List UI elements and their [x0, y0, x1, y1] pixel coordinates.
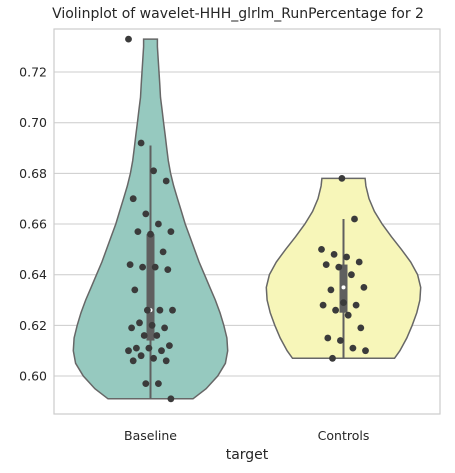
data-point	[153, 332, 161, 339]
data-point	[167, 228, 175, 236]
data-point	[129, 195, 137, 203]
data-point	[136, 319, 143, 327]
data-point	[166, 342, 173, 349]
data-point	[169, 306, 176, 314]
y-tick-label: 0.70	[19, 115, 47, 130]
y-axis-ticks: 0.60 0.62 0.64 0.66 0.68 0.70 0.72	[19, 65, 47, 384]
median-marker-controls	[341, 285, 346, 290]
data-point	[322, 261, 330, 268]
data-point	[139, 263, 147, 271]
data-point	[155, 220, 162, 228]
data-point	[352, 301, 360, 309]
data-point	[355, 258, 363, 266]
data-point	[162, 357, 170, 365]
data-point	[133, 344, 140, 352]
data-point	[158, 347, 165, 355]
x-tick-label: Baseline	[124, 428, 177, 443]
data-point	[343, 253, 350, 261]
data-point	[148, 321, 156, 329]
data-point	[147, 230, 154, 238]
data-point	[362, 347, 369, 355]
data-point	[357, 324, 365, 332]
y-tick-label: 0.64	[19, 267, 47, 282]
data-point	[162, 177, 170, 185]
data-point	[137, 139, 145, 147]
violin-layer	[72, 38, 422, 400]
data-point	[159, 248, 167, 256]
data-point	[351, 215, 358, 223]
y-tick-label: 0.62	[19, 318, 47, 333]
data-point	[151, 263, 159, 271]
data-point	[327, 286, 335, 294]
data-point	[348, 271, 355, 279]
data-point	[145, 344, 153, 352]
data-point	[338, 175, 346, 182]
y-tick-label: 0.60	[19, 369, 47, 384]
data-point	[137, 352, 145, 360]
data-point	[161, 324, 169, 332]
data-point	[142, 210, 150, 218]
data-point	[340, 299, 347, 306]
data-point	[344, 311, 352, 319]
x-axis-label: target	[226, 447, 269, 463]
plot-frame	[53, 28, 441, 415]
data-point	[125, 35, 132, 43]
x-tick-label: Controls	[318, 428, 370, 443]
data-point	[318, 246, 325, 253]
data-point	[155, 380, 162, 387]
x-axis-ticks: Baseline Controls	[124, 428, 369, 443]
data-point	[319, 301, 327, 309]
y-tick-label: 0.68	[19, 166, 47, 181]
data-point	[349, 344, 357, 352]
data-point	[330, 251, 338, 258]
chart-title: Violinplot of wavelet-HHH_glrlm_RunPerce…	[52, 6, 424, 22]
data-point	[324, 334, 332, 342]
point-layer	[125, 35, 369, 403]
data-point	[156, 306, 164, 314]
iqr-box-baseline	[146, 234, 155, 341]
data-point	[150, 167, 158, 175]
data-point	[125, 347, 132, 355]
data-point	[126, 261, 134, 268]
data-point	[167, 395, 175, 403]
data-point	[140, 332, 148, 339]
data-point	[144, 306, 151, 314]
data-point	[332, 306, 339, 314]
data-point	[150, 354, 158, 362]
data-point	[129, 357, 137, 365]
data-point	[335, 263, 343, 271]
data-point	[329, 354, 336, 362]
data-point	[337, 337, 344, 344]
y-tick-label: 0.66	[19, 217, 47, 232]
data-point	[164, 266, 172, 273]
data-point	[360, 284, 368, 291]
data-point	[128, 324, 136, 332]
data-point	[142, 380, 150, 387]
data-point	[131, 286, 139, 294]
data-point	[134, 228, 142, 236]
y-tick-label: 0.72	[19, 65, 47, 80]
